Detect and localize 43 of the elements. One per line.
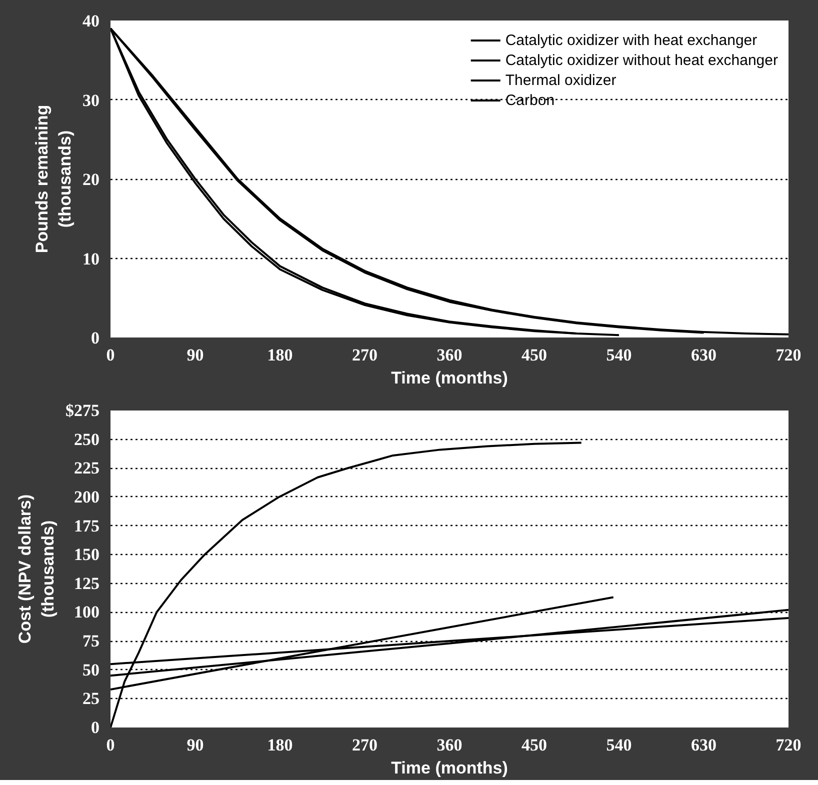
x-tick-label: 0 [106,346,115,364]
y-tick-label: 0 [91,718,100,737]
legend-label: Catalytic oxidizer without heat exchanger [505,52,778,68]
y-tick-label: 75 [82,632,100,651]
x-tick-label: 270 [352,346,378,364]
y-tick-label: 50 [82,660,100,680]
x-tick-label: 540 [606,346,632,364]
x-tick-label: 720 [776,346,802,364]
x-tick-label: 90 [186,736,204,754]
y-tick-label: 10 [82,249,100,268]
y-tick-label: 150 [74,545,100,564]
x-tick-label: 360 [436,736,462,754]
y-tick-label: 40 [82,12,100,30]
y-axis-title: Pounds remaining (thousands) [32,104,74,254]
y-tick-label: 175 [74,516,100,536]
legend-label: Carbon [505,92,555,108]
x-tick-label: 450 [522,736,547,754]
x-tick-label: 180 [267,736,293,754]
x-axis-title: Time (months) [391,368,508,388]
y-tick-label: 30 [82,90,100,110]
y-tick-label: 225 [74,458,100,478]
y-tick-label: 20 [82,170,100,189]
y-axis-title: Cost (NPV dollars) (thousands) [16,494,58,644]
x-tick-label: 720 [776,736,802,754]
x-tick-label: 0 [106,736,115,754]
y-tick-label: 125 [74,574,100,593]
x-tick-label: 180 [267,346,293,364]
x-tick-label: 270 [352,736,378,754]
x-tick-label: 630 [691,346,716,364]
y-tick-label: 25 [82,689,100,708]
y-tick-label: $275 [66,401,100,420]
x-tick-label: 90 [186,346,204,364]
x-axis-title: Time (months) [391,758,508,778]
x-tick-label: 360 [436,346,462,364]
x-tick-label: 450 [522,346,547,364]
legend-label: Catalytic oxidizer with heat exchanger [505,32,758,48]
y-tick-label: 250 [74,430,100,449]
x-tick-label: 540 [606,736,632,754]
legend-label: Thermal oxidizer [505,72,616,88]
y-tick-label: 0 [91,328,100,348]
y-tick-label: 100 [74,602,100,622]
y-tick-label: 200 [74,487,100,506]
x-tick-label: 630 [691,736,716,754]
